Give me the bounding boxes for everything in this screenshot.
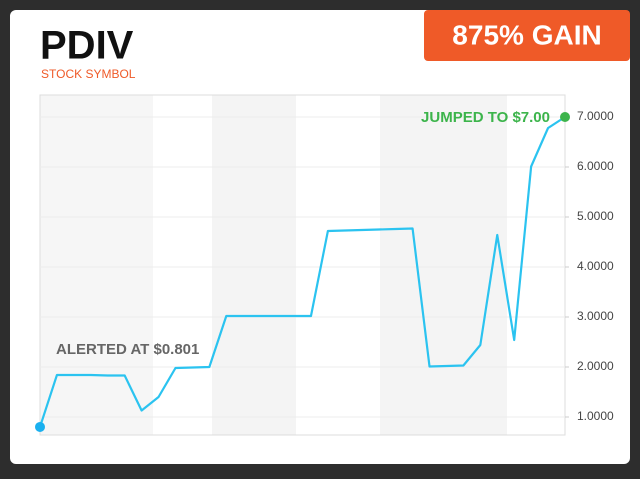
end-marker [560,112,570,122]
plot-background [39,94,566,436]
subtitle: STOCK SYMBOL [41,67,136,81]
y-tick-label: 7.0000 [577,109,614,123]
band [212,95,296,435]
band [380,95,507,435]
band [40,95,153,435]
badge-text: 875% GAIN [452,19,601,50]
plot-border [39,94,566,436]
y-tick-label: 1.0000 [577,409,614,423]
y-tick-label: 4.0000 [577,259,614,273]
badge [424,10,630,61]
y-tick-label: 6.0000 [577,159,614,173]
y-tick-label: 3.0000 [577,309,614,323]
y-tick-label: 5.0000 [577,209,614,223]
annotation: JUMPED TO $7.00 [421,109,550,126]
annotation: ALERTED AT $0.801 [56,341,199,358]
price-line [38,116,566,428]
start-marker [35,421,45,432]
y-tick-label: 2.0000 [577,359,614,373]
chart-title: PDIV [40,24,134,68]
